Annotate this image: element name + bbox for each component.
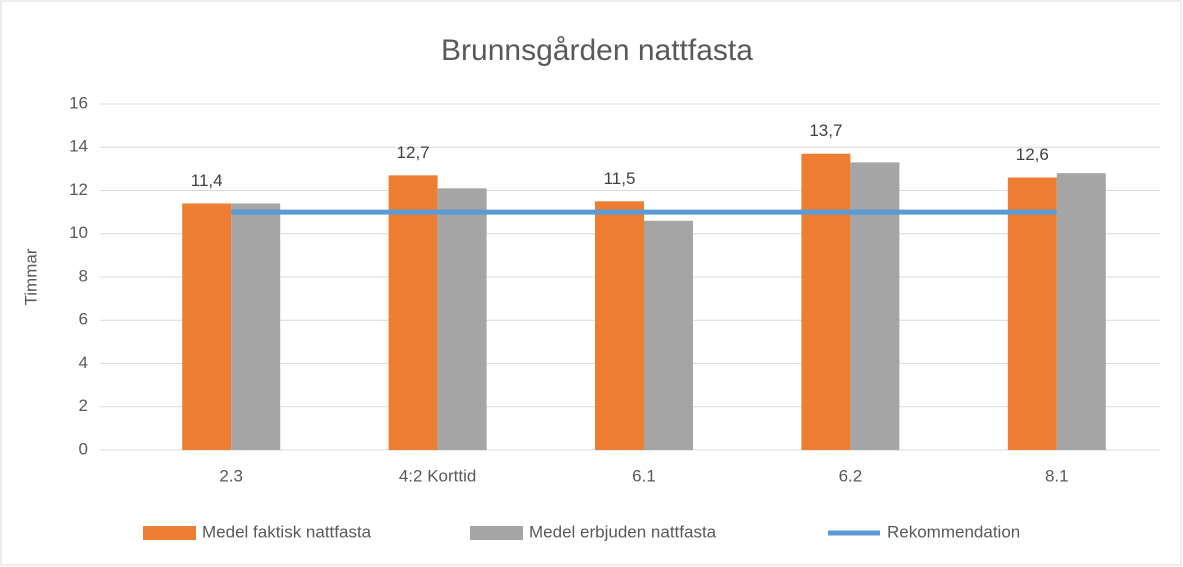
legend-swatch (470, 526, 523, 540)
bar (801, 153, 851, 451)
legend-label: Rekommendation (887, 522, 1020, 541)
data-label: 11,4 (191, 171, 223, 190)
data-label: 12,7 (397, 143, 430, 162)
y-tick-label: 12 (69, 180, 88, 199)
y-axis-label: Timmar (21, 248, 40, 305)
bar (1007, 177, 1057, 450)
y-tick-label: 6 (79, 310, 88, 329)
legend-label: Medel erbjuden nattfasta (529, 522, 717, 541)
data-label: 13,7 (809, 121, 842, 140)
legend-label: Medel faktisk nattfasta (202, 522, 372, 541)
y-tick-label: 2 (79, 396, 88, 415)
bar (231, 203, 281, 450)
data-label: 12,6 (1016, 145, 1049, 164)
x-tick-label: 6.1 (632, 466, 656, 485)
bar (850, 162, 900, 450)
y-tick-label: 14 (69, 137, 88, 156)
x-tick-label: 4:2 Korttid (399, 466, 477, 485)
bar (388, 175, 438, 451)
bar (644, 220, 693, 450)
y-tick-label: 0 (79, 439, 88, 458)
x-tick-label: 2.3 (219, 466, 243, 485)
chart-title: Brunnsgården nattfasta (441, 34, 753, 67)
bar (1056, 173, 1106, 450)
bar (182, 203, 232, 450)
y-tick-label: 8 (79, 266, 88, 285)
x-tick-label: 8.1 (1045, 466, 1069, 485)
bar (595, 201, 644, 450)
y-tick-label: 10 (69, 223, 88, 242)
data-label: 11,5 (604, 169, 636, 188)
legend-swatch (143, 526, 196, 540)
y-tick-label: 4 (79, 353, 88, 372)
x-tick-label: 6.2 (839, 466, 863, 485)
bar (437, 188, 487, 450)
y-tick-label: 16 (69, 93, 88, 112)
